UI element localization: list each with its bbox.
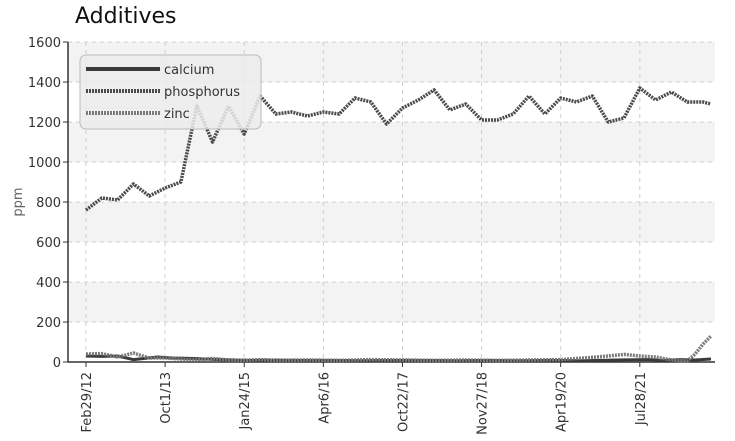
x-tick-label: Feb29/12	[80, 372, 95, 432]
y-tick-label: 0	[53, 356, 61, 371]
y-tick-label: 1400	[28, 76, 61, 91]
y-tick-label: 200	[36, 316, 61, 331]
x-tick-label: Nov27/18	[476, 372, 491, 435]
legend-label-zinc: zinc	[164, 107, 190, 122]
y-tick-label: 1200	[28, 116, 61, 131]
series-line-calcium	[85, 354, 712, 363]
x-tick-label: Apr6/16	[317, 372, 332, 424]
legend-box	[79, 54, 262, 130]
x-tick-label: Jul28/21	[634, 372, 649, 426]
y-tick-label: 400	[36, 276, 61, 291]
legend-label-calcium: calcium	[164, 63, 214, 78]
tick-labels: 0 200 400 600 800 1000 1200 1400 1600 Feb29/12 Oct…	[11, 36, 649, 435]
axes	[63, 41, 715, 367]
y-axis-label: ppm	[11, 187, 26, 216]
y-tick-label: 1000	[28, 156, 61, 171]
series-lines	[84, 86, 713, 363]
grid-band	[68, 282, 715, 322]
y-tick-label: 1600	[28, 36, 61, 51]
x-tick-label: Oct1/13	[159, 372, 174, 424]
x-tick-label: Apr19/20	[555, 372, 570, 432]
chart-title: Additives	[75, 4, 177, 29]
y-tick-label: 600	[36, 236, 61, 251]
legend-label-phosphorus: phosphorus	[164, 85, 240, 100]
grid-band	[68, 202, 715, 242]
x-tick-label: Oct22/17	[396, 372, 411, 432]
y-tick-label: 800	[36, 196, 61, 211]
x-tick-label: Jan24/15	[238, 372, 253, 431]
series-line-phosphorus	[84, 86, 712, 212]
legend: calcium phosphorus zinc	[79, 54, 262, 130]
